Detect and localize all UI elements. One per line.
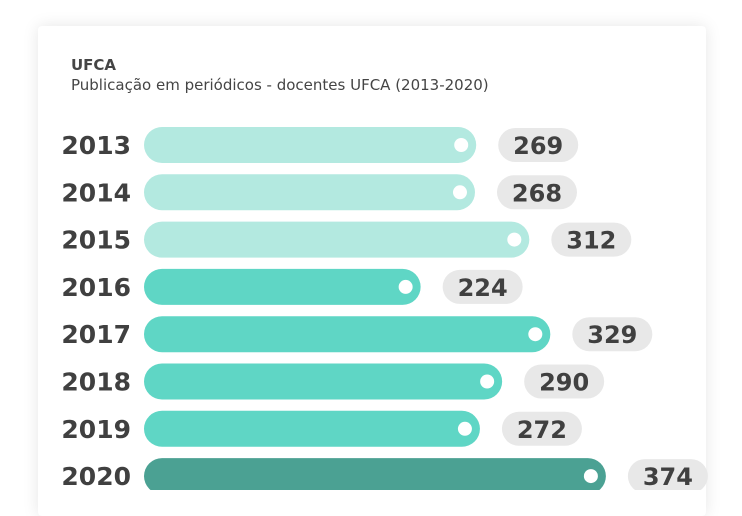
- value-pill: [496, 175, 577, 210]
- bar-end-dot: [507, 232, 522, 247]
- bar: [144, 268, 421, 305]
- year-label: 2020: [61, 462, 131, 490]
- year-label: 2016: [61, 273, 131, 302]
- value-pill: [501, 411, 582, 446]
- bar-end-dot: [454, 138, 469, 152]
- value-label: 290: [539, 369, 589, 397]
- year-label: 2014: [61, 178, 131, 207]
- value-label: 329: [587, 321, 637, 349]
- bar-end-dot: [528, 327, 543, 342]
- year-label: 2017: [61, 320, 131, 349]
- bar-end-dot: [480, 374, 495, 389]
- value-label: 269: [513, 132, 563, 160]
- value-label: 312: [566, 227, 616, 255]
- value-pill: [627, 459, 708, 490]
- value-pill: [442, 269, 523, 304]
- value-pill: [572, 317, 653, 352]
- value-label: 268: [512, 179, 562, 207]
- bar: [144, 363, 503, 400]
- value-pill: [551, 222, 632, 257]
- chart-title: Publicação em periódicos - docentes UFCA…: [71, 76, 489, 94]
- bar-end-dot: [452, 185, 467, 200]
- bar: [144, 174, 475, 211]
- year-label: 2018: [61, 368, 131, 397]
- year-label: 2013: [61, 131, 131, 160]
- value-label: 374: [643, 463, 693, 490]
- value-pill: [524, 364, 605, 399]
- bar-end-dot: [398, 279, 413, 294]
- bar-end-dot: [457, 421, 472, 436]
- bar-end-dot: [583, 469, 598, 484]
- bar: [144, 410, 480, 447]
- year-label: 2015: [61, 226, 131, 255]
- bar: [144, 127, 477, 163]
- bar: [144, 316, 551, 353]
- bar: [144, 458, 606, 490]
- value-label: 224: [458, 274, 508, 302]
- value-pill: [498, 128, 579, 162]
- year-label: 2019: [61, 415, 131, 444]
- value-label: 272: [517, 416, 567, 444]
- bar: [144, 221, 530, 258]
- bar-chart: 2013 269 2014 268 2015 312 2016 224 2017 329 2018 2…: [61, 127, 708, 490]
- chart-org-label: UFCA: [71, 56, 117, 74]
